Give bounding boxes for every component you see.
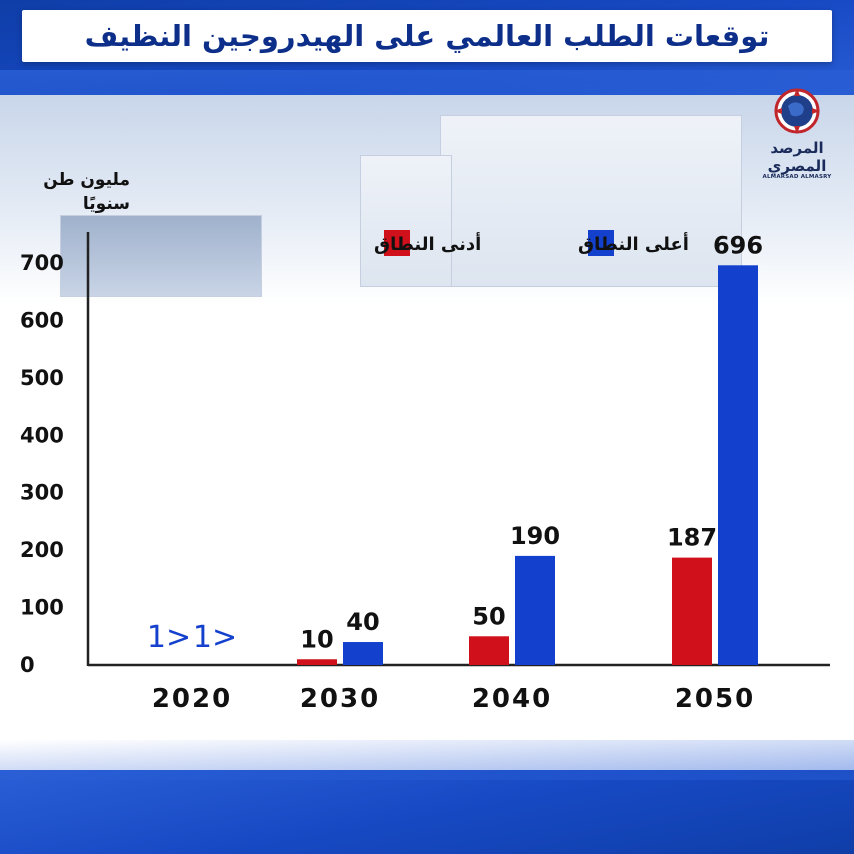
legend-label-low: أدنى النطاق (374, 232, 481, 255)
value-label-high-2040: 190 (510, 522, 560, 550)
y-tick-label: 500 (20, 366, 64, 390)
y-axis-unit: مليون طن سنويًا (43, 170, 130, 214)
bottom-banner (0, 740, 854, 854)
y-tick-label: 100 (20, 596, 64, 620)
y-tick-label: 700 (20, 251, 64, 275)
hydrogen-storage-backdrop (0, 95, 854, 305)
x-category-label-2040: 2040 (472, 684, 552, 714)
legend-label-high: أعلى النطاق (578, 232, 689, 255)
value-label-low-2040: 50 (472, 602, 505, 630)
bar-high-2050 (718, 265, 758, 665)
x-category-label-2050: 2050 (675, 684, 755, 714)
value-label-low-2030: 10 (300, 625, 333, 653)
logo-subtitle: ALMARSAD ALMASRY (762, 174, 832, 180)
legend-swatch-high (588, 230, 614, 256)
bar-low-2030 (297, 659, 337, 665)
value-label-low-2050: 187 (667, 524, 717, 552)
bar-high-2030 (343, 642, 383, 665)
bar-high-2040 (515, 555, 555, 665)
bar-low-2040 (469, 636, 509, 665)
y-tick-label: 300 (20, 481, 64, 505)
y-tick-label: 0 (20, 653, 35, 677)
y-tick-label: 600 (20, 308, 64, 332)
value-label-high-2050: 696 (713, 231, 763, 259)
x-category-label-2020: 2020 (152, 684, 232, 714)
x-category-label-2030: 2030 (300, 684, 380, 714)
bar-low-2050 (672, 557, 712, 665)
globe-compass-icon (774, 88, 820, 134)
value-label-low-2020: 1> (147, 620, 191, 655)
logo-name-line2: المصري (767, 157, 827, 175)
page-title: توقعات الطلب العالمي على الهيدروجين النظ… (84, 19, 770, 53)
value-label-high-2030: 40 (346, 608, 379, 636)
y-tick-label: 200 (20, 538, 64, 562)
y-tick-label: 400 (20, 423, 64, 447)
title-bar: توقعات الطلب العالمي على الهيدروجين النظ… (22, 10, 832, 62)
value-label-high-2020: 1> (193, 620, 237, 655)
legend-swatch-low (384, 230, 410, 256)
almarsad-logo: المرصد المصري ALMARSAD ALMASRY (762, 88, 832, 188)
logo-name-line1: المرصد (770, 139, 824, 157)
